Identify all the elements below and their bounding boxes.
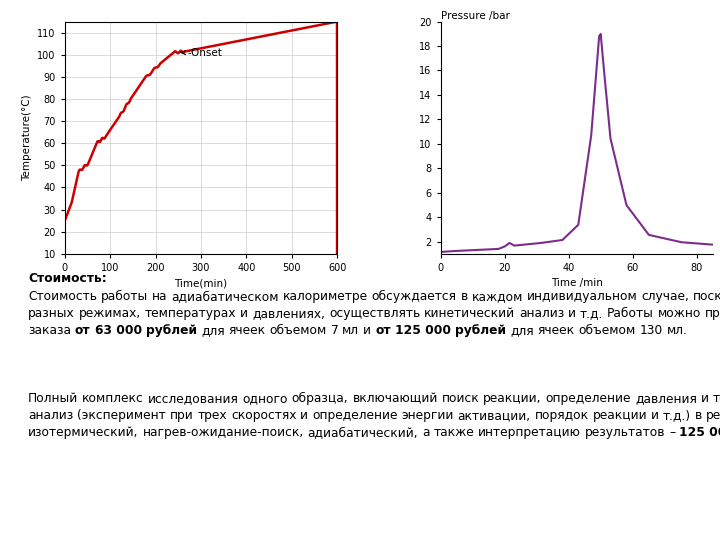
- Text: режимах: режимах: [706, 409, 720, 422]
- Text: Pressure /bar: Pressure /bar: [441, 11, 510, 21]
- Text: случае,: случае,: [642, 290, 690, 303]
- Text: и: и: [300, 409, 308, 422]
- Text: объемом: объемом: [269, 324, 327, 337]
- Text: порядок: порядок: [535, 409, 589, 422]
- Text: осуществлять: осуществлять: [329, 307, 420, 320]
- Text: температуры: температуры: [713, 392, 720, 405]
- Text: давления: давления: [635, 392, 697, 405]
- Text: адиабатическом: адиабатическом: [171, 290, 279, 303]
- Text: и: и: [240, 307, 248, 320]
- Text: объемом: объемом: [578, 324, 636, 337]
- Text: а: а: [422, 426, 430, 439]
- Text: определение: определение: [312, 409, 397, 422]
- Y-axis label: Temperature(°C): Temperature(°C): [22, 94, 32, 181]
- X-axis label: Time(min): Time(min): [174, 279, 228, 288]
- Text: т.д.): т.д.): [663, 409, 691, 422]
- Text: при: при: [170, 409, 194, 422]
- Text: Работы: Работы: [607, 307, 654, 320]
- Text: и: и: [568, 307, 576, 320]
- Text: результатов: результатов: [585, 426, 665, 439]
- Text: анализ: анализ: [28, 409, 73, 422]
- Text: реакции,: реакции,: [483, 392, 541, 405]
- Text: изотермический,: изотермический,: [28, 426, 138, 439]
- Text: работы: работы: [101, 290, 148, 303]
- Text: также: также: [433, 426, 474, 439]
- Text: поиск: поиск: [441, 392, 480, 405]
- Text: энергии: энергии: [402, 409, 454, 422]
- Text: скоростях: скоростях: [231, 409, 297, 422]
- Text: Полный: Полный: [28, 392, 78, 405]
- Text: (эксперимент: (эксперимент: [77, 409, 166, 422]
- Text: Стоимость:: Стоимость:: [28, 272, 107, 285]
- Text: анализ: анализ: [519, 307, 564, 320]
- Text: интерпретацию: интерпретацию: [478, 426, 581, 439]
- Text: в: в: [695, 409, 703, 422]
- Text: и: и: [363, 324, 371, 337]
- Text: трех: трех: [197, 409, 227, 422]
- Text: 7: 7: [330, 324, 338, 337]
- Text: включающий: включающий: [352, 392, 438, 405]
- Text: рублей: рублей: [455, 324, 506, 337]
- Text: на: на: [152, 290, 168, 303]
- Text: ячеек: ячеек: [538, 324, 575, 337]
- Text: мл.: мл.: [667, 324, 688, 337]
- Text: образца,: образца,: [292, 392, 348, 405]
- Text: определение: определение: [546, 392, 631, 405]
- Text: 125 000: 125 000: [679, 426, 720, 439]
- Text: ячеек: ячеек: [228, 324, 266, 337]
- Text: индивидуальном: индивидуальном: [527, 290, 638, 303]
- Text: –: –: [669, 426, 675, 439]
- Text: мл: мл: [342, 324, 359, 337]
- Text: реакции: реакции: [593, 409, 647, 422]
- Text: калориметре: калориметре: [283, 290, 368, 303]
- Text: кинетический: кинетический: [424, 307, 515, 320]
- Text: можно: можно: [658, 307, 701, 320]
- Text: т.д.: т.д.: [580, 307, 603, 320]
- Text: комплекс: комплекс: [82, 392, 144, 405]
- Text: 130: 130: [639, 324, 663, 337]
- Text: обсуждается: обсуждается: [372, 290, 456, 303]
- Text: и: и: [701, 392, 708, 405]
- Text: активации,: активации,: [458, 409, 531, 422]
- Text: одного: одного: [243, 392, 288, 405]
- Text: нагрев-ожидание-поиск,: нагрев-ожидание-поиск,: [143, 426, 304, 439]
- Text: температурах: температурах: [145, 307, 236, 320]
- Text: 63 000: 63 000: [95, 324, 142, 337]
- Text: разных: разных: [28, 307, 75, 320]
- Text: каждом: каждом: [472, 290, 523, 303]
- Text: от: от: [75, 324, 91, 337]
- Text: от: от: [375, 324, 391, 337]
- Text: адиабатический,: адиабатический,: [307, 426, 418, 439]
- Text: для: для: [510, 324, 534, 337]
- Text: -Onset: -Onset: [181, 48, 222, 58]
- Text: провести: провести: [706, 307, 720, 320]
- Text: и: и: [652, 409, 660, 422]
- Text: рублей: рублей: [146, 324, 197, 337]
- X-axis label: Time /min: Time /min: [551, 279, 603, 288]
- Text: режимах,: режимах,: [78, 307, 141, 320]
- Text: в: в: [461, 290, 468, 303]
- Text: для: для: [201, 324, 225, 337]
- Text: Стоимость: Стоимость: [28, 290, 97, 303]
- Text: заказа: заказа: [28, 324, 71, 337]
- Text: 125 000: 125 000: [395, 324, 451, 337]
- Text: поскольку: поскольку: [693, 290, 720, 303]
- Text: исследования: исследования: [148, 392, 238, 405]
- Text: давлениях,: давлениях,: [252, 307, 325, 320]
